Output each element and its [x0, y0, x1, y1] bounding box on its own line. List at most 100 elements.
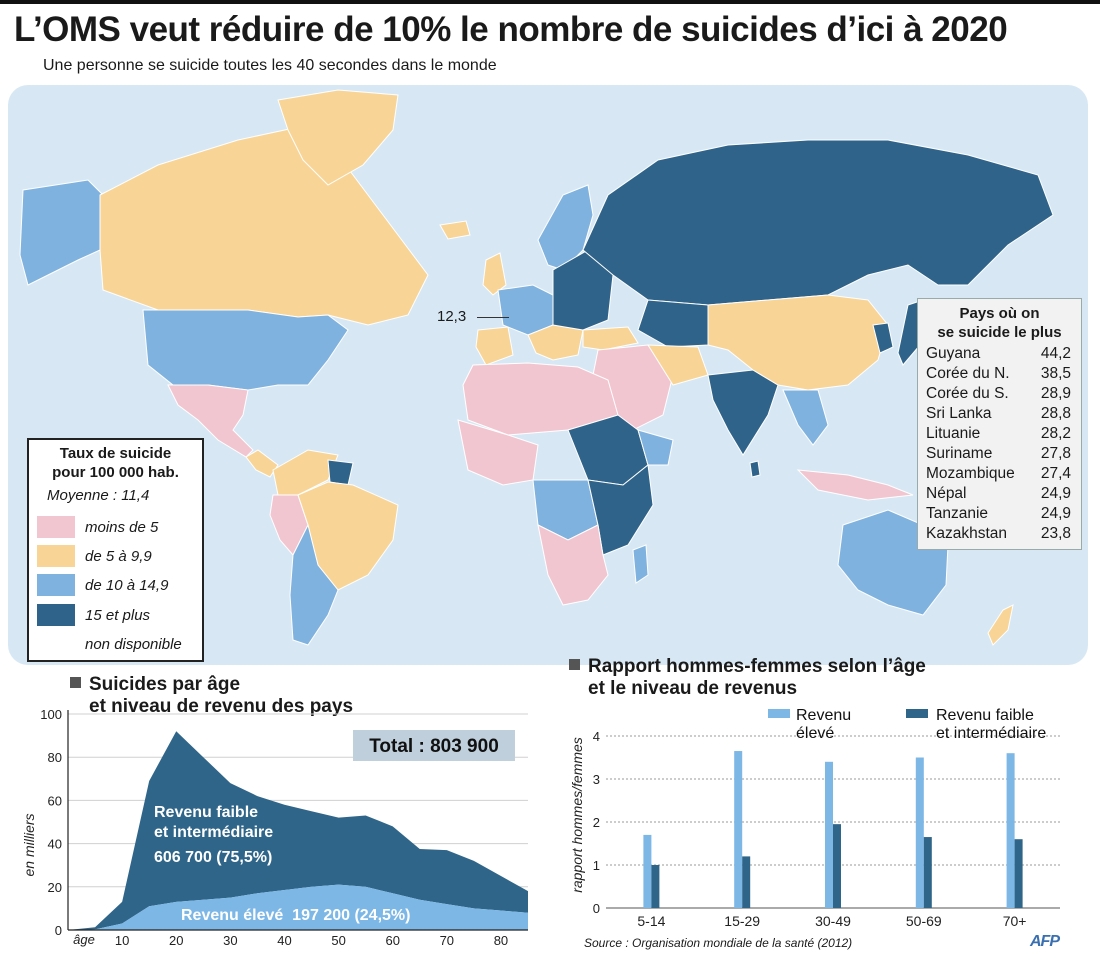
bar-title-line2: et le niveau de revenus	[588, 678, 798, 699]
area-x-tick: 80	[494, 933, 508, 948]
bar-y-tick: 4	[593, 729, 600, 744]
low-mid-label-line3: 606 700 (75,5%)	[154, 849, 272, 866]
bar-high-income	[1006, 753, 1015, 908]
top-countries-title-line1: Pays où on	[959, 305, 1040, 322]
region-alaska	[19, 179, 104, 286]
legend-label: de 5 à 9,9	[85, 548, 152, 565]
low-mid-label-line1: Revenu faible	[154, 804, 258, 821]
page-title: L’OMS veut réduire de 10% le nombre de s…	[14, 10, 1008, 49]
bar-low-mid-income	[1014, 839, 1023, 908]
bar-high-income	[825, 761, 833, 908]
legend-title-line2: pour 100 000 hab.	[52, 464, 179, 481]
legend-swatch	[37, 545, 75, 567]
legend-swatch	[37, 604, 75, 626]
bar-low-mid-income	[651, 865, 660, 908]
region-horn	[637, 429, 674, 466]
bar-low-mid-income	[742, 856, 751, 908]
legend-swatch	[37, 574, 75, 596]
bar-low-mid-income	[923, 837, 932, 908]
legend-low-mid-line1: Revenu faible	[936, 707, 1034, 724]
country-value: 28,9	[1040, 385, 1071, 402]
country-name: Suriname	[926, 445, 993, 462]
bar-x-tick: 30-49	[815, 913, 851, 929]
bar-low-mid-income	[833, 824, 841, 908]
bar-x-tick: 50-69	[906, 913, 942, 929]
bar-section-title: Rapport hommes-femmes selon l’âge et le …	[569, 656, 926, 700]
bar-high-income	[915, 757, 924, 908]
bar-high-income	[734, 751, 743, 908]
legend-row: non disponible	[37, 633, 202, 657]
area-x-tick: 20	[169, 933, 183, 948]
legend-label: non disponible	[85, 636, 182, 653]
bar-high-income	[643, 834, 652, 908]
country-name: Guyana	[926, 345, 981, 362]
country-value: 24,9	[1040, 505, 1071, 522]
section-marker	[70, 677, 81, 688]
region-china	[707, 294, 889, 391]
area-y-tick: 40	[48, 837, 62, 852]
region-indonesia	[796, 469, 914, 501]
top-countries-box: Pays où on se suicide le plus Guyana 44,…	[917, 298, 1082, 550]
world-map	[8, 85, 1088, 665]
country-value: 28,8	[1040, 405, 1071, 422]
top-countries-title-line2: se suicide le plus	[937, 324, 1062, 341]
area-low-mid-income	[68, 731, 528, 930]
legend-row: 15 et plus	[37, 604, 202, 628]
country-value: 24,9	[1040, 485, 1071, 502]
france-callout: 12,3	[437, 308, 467, 325]
bar-ylabel: rapport hommes/femmes	[569, 737, 585, 893]
bar-y-tick: 1	[593, 858, 600, 873]
top-rule	[0, 0, 1100, 4]
afp-logo: AFP	[1030, 933, 1060, 950]
area-x-tick: 10	[115, 933, 129, 948]
area-y-tick: 60	[48, 793, 62, 808]
legend-high-line2: élevé	[796, 725, 834, 742]
country-name: Népal	[926, 485, 967, 502]
area-section-title: Suicides par âge et niveau de revenu des…	[70, 674, 353, 718]
area-high-income	[68, 884, 528, 930]
country-value: 27,4	[1040, 465, 1071, 482]
country-name: Mozambique	[926, 465, 1015, 482]
country-value: 38,5	[1040, 365, 1071, 382]
country-name: Corée du N.	[926, 365, 1010, 382]
bar-chart: 0 1 2 3 4 5-14 15-29 30-49 50-69 70+ rapport homm…	[569, 707, 1060, 929]
area-y-tick: 80	[48, 750, 62, 765]
legend-swatch-high	[768, 709, 790, 718]
country-value: 44,2	[1040, 345, 1071, 362]
area-x-tick: 60	[385, 933, 399, 948]
country-name: Lituanie	[926, 425, 981, 442]
bar-y-tick: 2	[593, 815, 600, 830]
low-mid-label-line2: et intermédiaire	[154, 824, 273, 841]
region-southeast-asia	[782, 389, 829, 446]
area-xlabel: âge	[73, 932, 95, 947]
legend-label: de 10 à 14,9	[85, 577, 169, 594]
legend-low-mid-line2: et intermédiaire	[936, 725, 1046, 742]
area-x-tick: 40	[277, 933, 291, 948]
legend-label: 15 et plus	[85, 607, 151, 624]
page-subtitle: Une personne se suicide toutes les 40 se…	[43, 57, 497, 74]
region-scandinavia	[537, 184, 594, 271]
bar-title-line1: Rapport hommes-femmes selon l’âge	[588, 656, 926, 677]
section-marker	[569, 659, 580, 670]
callout-line	[477, 317, 509, 318]
bar-x-tick: 15-29	[724, 913, 760, 929]
country-name: Kazakhstan	[926, 525, 1007, 542]
region-madagascar	[632, 544, 649, 584]
region-mexico	[167, 384, 254, 458]
total-label: Total : 803 900	[369, 736, 499, 757]
high-income-label: Revenu élevé 197 200 (24,5%)	[181, 907, 410, 924]
bar-x-tick: 5-14	[637, 913, 665, 929]
region-guyana-suriname	[327, 459, 354, 486]
country-name: Tanzanie	[926, 505, 989, 522]
bar-y-tick: 0	[593, 901, 600, 916]
legend-title-line1: Taux de suicide	[59, 445, 172, 462]
legend-swatch	[37, 633, 75, 655]
country-value: 28,2	[1040, 425, 1071, 442]
area-title-line2: et niveau de revenu des pays	[89, 696, 354, 717]
legend-row: de 5 à 9,9	[37, 545, 202, 569]
country-value: 27,8	[1040, 445, 1071, 462]
area-title-line1: Suicides par âge	[89, 674, 241, 695]
region-turkey	[582, 326, 639, 351]
area-chart: 0 20 40 60 80 100 10 20 30 40 50 60 70 80 en milliers…	[21, 707, 528, 948]
map-legend: Taux de suicide pour 100 000 hab. Moyenn…	[27, 438, 204, 662]
